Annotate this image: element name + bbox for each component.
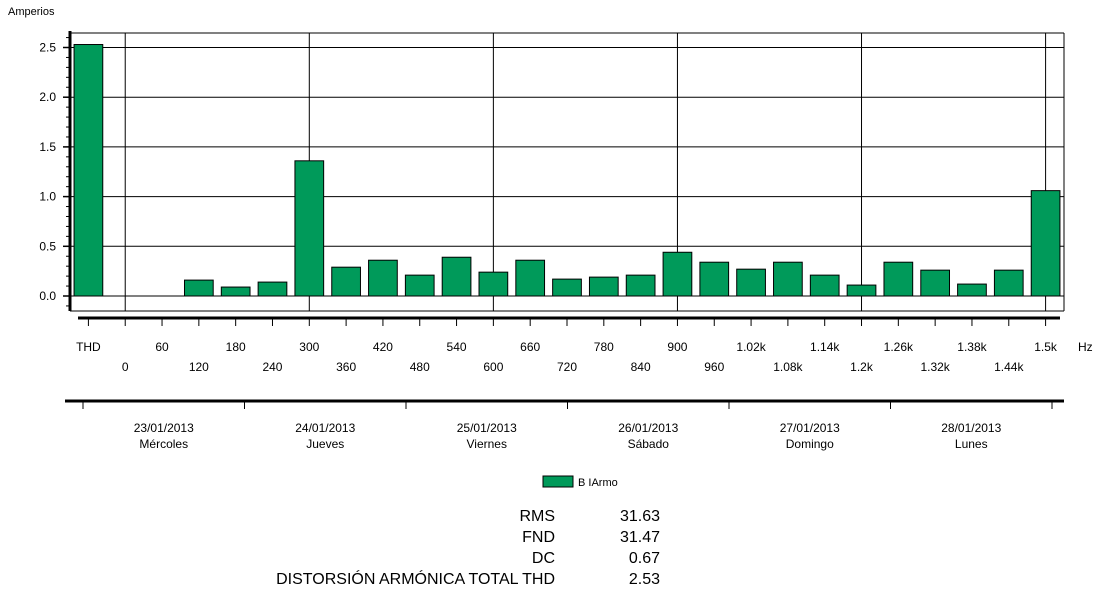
x-axis-unit: Hz: [1078, 340, 1093, 354]
bar: [957, 283, 987, 297]
x-tick-label: 1.14k: [810, 340, 840, 354]
stat-row-fnd: FND 31.47: [0, 529, 1099, 549]
bar: [73, 44, 104, 297]
x-tick-label: 1.32k: [920, 360, 950, 374]
bar: [920, 269, 951, 297]
harmonics-bar-chart: 0.0 0.5 1.0 1.5 2.0 2.5 Amperios THD 0 60 120 180 24…: [8, 6, 1093, 489]
stat-row-rms: RMS 31.63: [0, 508, 1099, 528]
x-tick-label: 360: [336, 360, 356, 374]
x-tick-label: 1.26k: [884, 340, 914, 354]
bar: [552, 278, 582, 297]
bar: [736, 268, 766, 297]
bar: [699, 261, 730, 297]
bar: [404, 274, 435, 297]
x-tick-label: 1.2k: [850, 360, 874, 374]
y-tick-label: 2.0: [39, 90, 56, 104]
bar: [662, 251, 693, 297]
legend-label: B IArmo: [578, 477, 618, 489]
date-label: 23/01/2013: [134, 421, 194, 435]
stat-row-dc: DC 0.67: [0, 550, 1099, 570]
date-label: 24/01/2013: [295, 421, 355, 435]
x-tick-label: 720: [557, 360, 577, 374]
x-tick-label: 0: [122, 360, 129, 374]
stat-value: 31.47: [619, 529, 660, 546]
date-label: 25/01/2013: [457, 421, 517, 435]
bar: [993, 269, 1024, 297]
x-tick-label: 1.38k: [957, 340, 987, 354]
bar: [183, 279, 214, 297]
bar: [220, 286, 251, 297]
date-label: 26/01/2013: [618, 421, 678, 435]
x-tick-label: 900: [667, 340, 687, 354]
stat-value: 31.63: [619, 508, 660, 525]
bar: [515, 259, 546, 297]
y-tick-label: 0.0: [39, 289, 56, 303]
date-label: 27/01/2013: [780, 421, 840, 435]
bar: [809, 274, 840, 297]
x-tick-label: 1.44k: [994, 360, 1024, 374]
bar: [441, 256, 472, 297]
bar: [625, 274, 656, 297]
bar: [773, 261, 803, 297]
stat-row-thd: DISTORSIÓN ARMÓNICA TOTAL THD 2.53: [0, 571, 1099, 591]
x-tick-label: 420: [373, 340, 393, 354]
y-tick-label: 0.5: [39, 239, 56, 253]
day-label: Jueves: [306, 437, 344, 451]
bar: [331, 266, 361, 297]
day-label: Sábado: [628, 437, 670, 451]
x-tick-label: 600: [483, 360, 503, 374]
y-axis-label: Amperios: [8, 6, 55, 18]
y-tick-label: 1.0: [39, 190, 56, 204]
stat-value: 0.67: [628, 550, 660, 567]
stat-label: DISTORSIÓN ARMÓNICA TOTAL THD: [276, 571, 555, 588]
day-label: Lunes: [955, 437, 988, 451]
stat-label: FND: [522, 529, 555, 546]
x-tick-label: 240: [262, 360, 282, 374]
day-label: Mércoles: [139, 437, 188, 451]
x-tick-label: 960: [704, 360, 724, 374]
bar: [257, 281, 288, 297]
date-label: 28/01/2013: [941, 421, 1001, 435]
x-tick-label: 180: [226, 340, 246, 354]
stat-value: 2.53: [628, 571, 660, 588]
stat-label: RMS: [519, 508, 555, 525]
x-tick-label: 120: [189, 360, 209, 374]
bar: [368, 259, 398, 297]
day-label: Viernes: [467, 437, 507, 451]
bar: [1030, 190, 1061, 297]
x-tick-label: 1.08k: [773, 360, 803, 374]
x-tick-label: 1.5k: [1034, 340, 1058, 354]
bar: [294, 160, 325, 297]
x-tick-label: 780: [594, 340, 614, 354]
legend-swatch: [542, 475, 574, 488]
bar: [588, 276, 619, 297]
y-tick-label: 1.5: [39, 140, 56, 154]
bar: [846, 284, 877, 297]
x-tick-label: 840: [631, 360, 651, 374]
bar: [883, 261, 914, 297]
stat-label: DC: [531, 550, 555, 567]
day-label: Domingo: [786, 437, 834, 451]
x-tick-label: 660: [520, 340, 540, 354]
x-tick-label: 60: [155, 340, 169, 354]
bar: [478, 271, 509, 297]
x-tick-label: 1.02k: [736, 340, 766, 354]
x-tick-label: 300: [299, 340, 319, 354]
x-tick-label: 480: [410, 360, 430, 374]
y-tick-label: 2.5: [39, 41, 56, 55]
x-tick-label: THD: [76, 340, 101, 354]
x-tick-label: 540: [447, 340, 467, 354]
